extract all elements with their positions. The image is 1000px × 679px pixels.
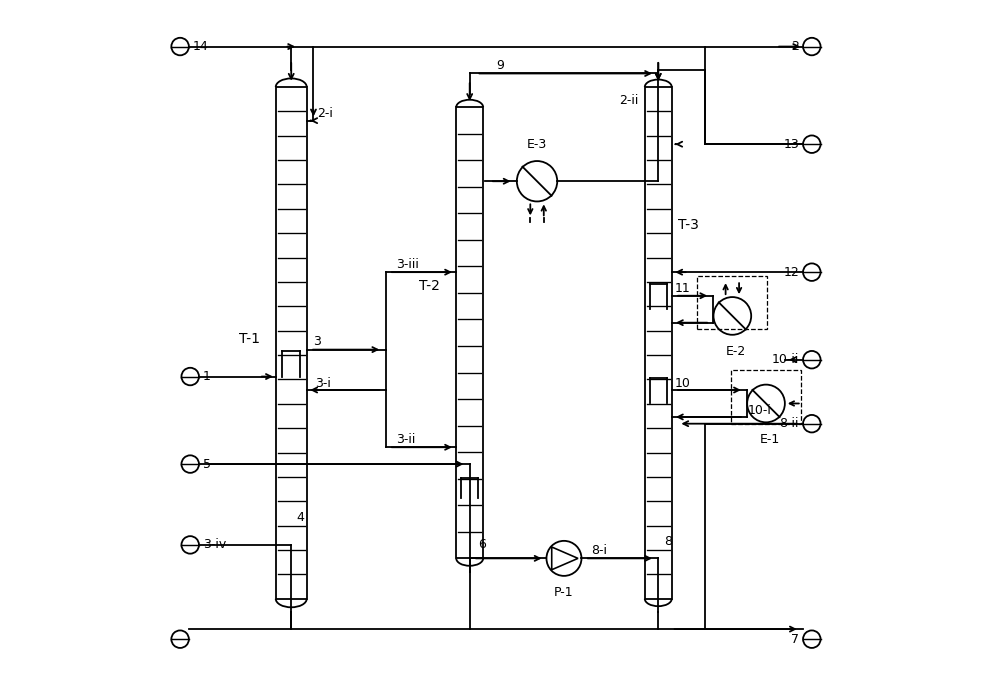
Text: P-1: P-1 — [554, 586, 574, 599]
Text: 14: 14 — [193, 40, 209, 53]
Text: 9: 9 — [497, 59, 505, 72]
Text: E-2: E-2 — [726, 345, 746, 358]
Text: 8-i: 8-i — [592, 544, 608, 557]
Text: E-3: E-3 — [527, 138, 547, 151]
Text: 8-ii: 8-ii — [780, 417, 799, 430]
Text: 5: 5 — [203, 458, 211, 471]
Text: 11: 11 — [675, 282, 691, 295]
Text: 3: 3 — [313, 335, 321, 348]
Text: 2: 2 — [791, 40, 799, 53]
Text: 2-ii: 2-ii — [619, 94, 638, 107]
Text: T-3: T-3 — [678, 218, 699, 232]
Bar — [697, 276, 767, 329]
Text: 4: 4 — [297, 511, 304, 524]
Text: 6: 6 — [478, 538, 486, 551]
Text: E-1: E-1 — [759, 433, 780, 445]
Text: 10: 10 — [675, 377, 691, 390]
Text: 3-ii: 3-ii — [396, 433, 415, 445]
Text: 3-iv: 3-iv — [203, 538, 226, 551]
Text: 1: 1 — [203, 370, 211, 383]
Text: 13: 13 — [783, 138, 799, 151]
Text: 7: 7 — [791, 633, 799, 646]
Text: 2-i: 2-i — [317, 107, 333, 120]
Text: 10-i: 10-i — [747, 404, 771, 417]
Bar — [276, 87, 307, 599]
Text: 12: 12 — [783, 265, 799, 278]
Text: 8: 8 — [664, 535, 672, 548]
Text: 3-i: 3-i — [315, 377, 331, 390]
Bar — [456, 107, 483, 558]
Bar — [731, 370, 801, 424]
Bar — [645, 87, 672, 599]
Text: 10-ii: 10-ii — [772, 353, 799, 366]
Text: T-2: T-2 — [419, 278, 440, 293]
Text: 3-iii: 3-iii — [396, 257, 418, 270]
Text: T-1: T-1 — [239, 333, 260, 346]
